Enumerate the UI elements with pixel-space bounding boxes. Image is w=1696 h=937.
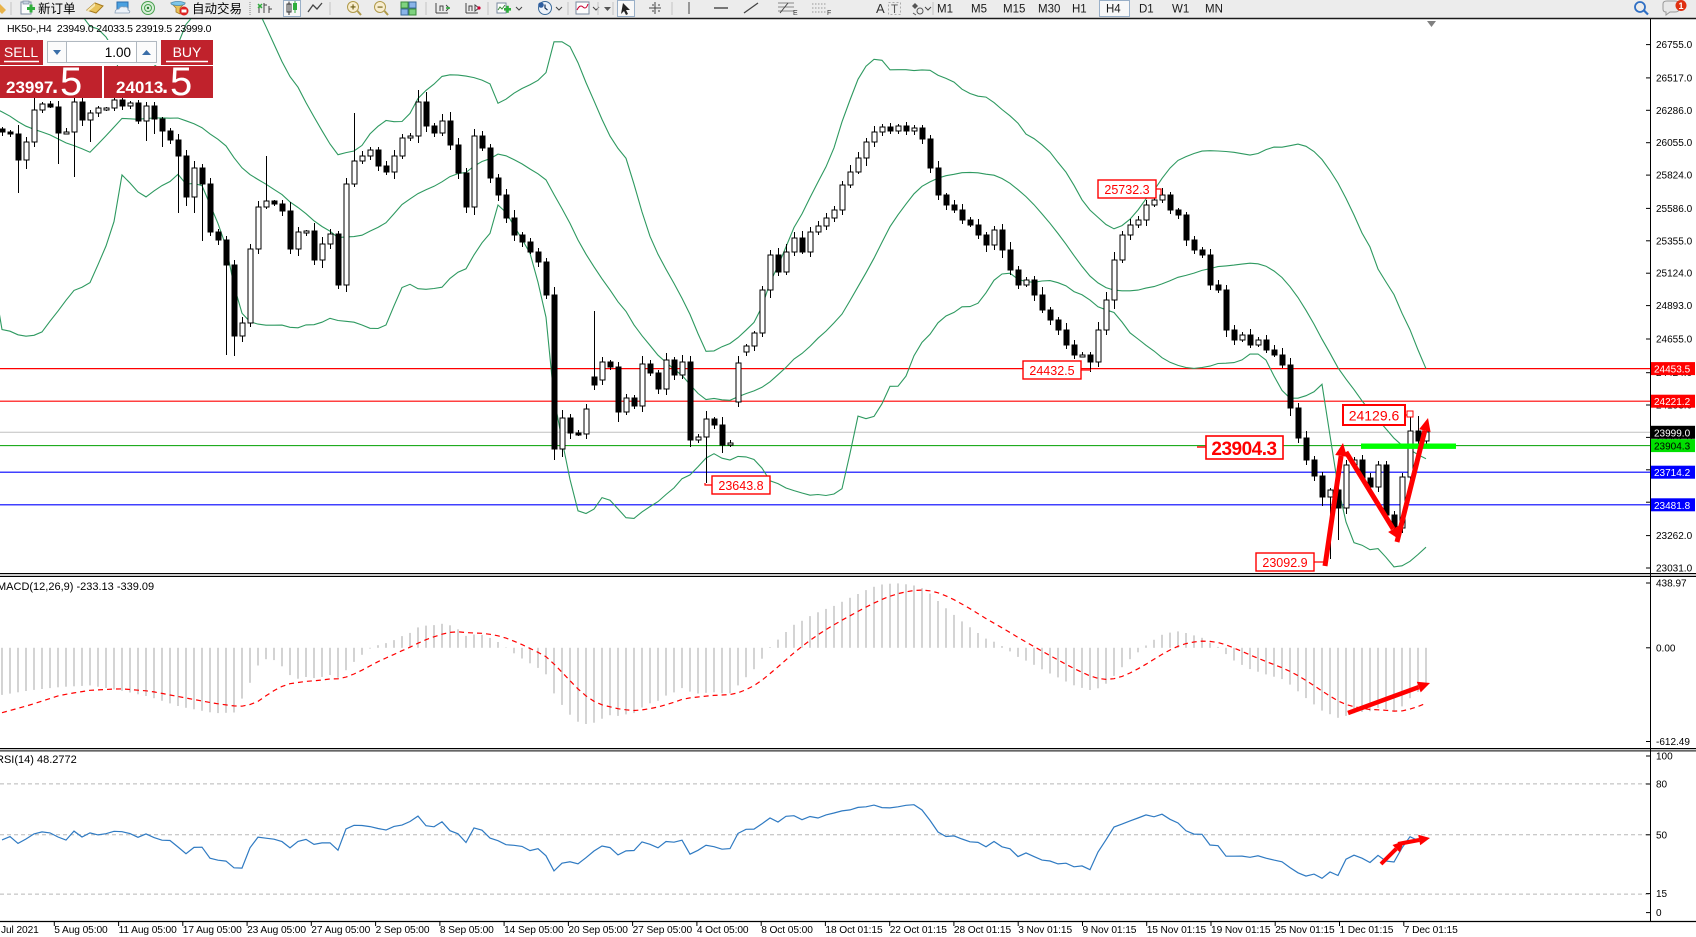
svg-text:23 Aug 05:00: 23 Aug 05:00 [247, 925, 306, 936]
svg-text:0: 0 [1656, 908, 1662, 919]
svg-text:23904.3: 23904.3 [1211, 439, 1276, 460]
svg-text:23643.8: 23643.8 [718, 479, 763, 493]
svg-text:T: T [891, 4, 898, 16]
svg-text:11 Aug 05:00: 11 Aug 05:00 [119, 925, 178, 936]
svg-text:26286.0: 26286.0 [1656, 106, 1693, 117]
svg-text:1: 1 [1678, 1, 1683, 11]
svg-text:9 Nov 01:15: 9 Nov 01:15 [1083, 925, 1137, 936]
svg-text:24655.0: 24655.0 [1656, 335, 1693, 346]
svg-text:23999.0: 23999.0 [1654, 428, 1691, 439]
svg-text:7 Dec 01:15: 7 Dec 01:15 [1404, 925, 1458, 936]
svg-text:28 Oct 01:15: 28 Oct 01:15 [954, 925, 1012, 936]
svg-text:H1: H1 [1072, 4, 1087, 16]
svg-text:−: − [377, 3, 383, 14]
svg-text:23481.8: 23481.8 [1654, 501, 1691, 512]
svg-text:23092.9: 23092.9 [1262, 556, 1307, 570]
svg-text:H4: H4 [1106, 4, 1121, 16]
svg-text:M15: M15 [1003, 4, 1025, 16]
svg-text:+: + [350, 3, 356, 14]
svg-text:MN: MN [1205, 4, 1223, 16]
svg-text:20 Sep 05:00: 20 Sep 05:00 [568, 925, 628, 936]
svg-text:25355.0: 25355.0 [1656, 236, 1693, 247]
svg-text:15: 15 [1656, 889, 1668, 900]
svg-text:27 Sep 05:00: 27 Sep 05:00 [633, 925, 693, 936]
svg-text:23904.3: 23904.3 [1654, 442, 1691, 453]
svg-text:24453.5: 24453.5 [1654, 365, 1691, 376]
svg-text:25824.0: 25824.0 [1656, 171, 1693, 182]
svg-text:BUY: BUY [173, 44, 202, 60]
svg-text:3 Nov 01:15: 3 Nov 01:15 [1018, 925, 1072, 936]
svg-text:F: F [827, 10, 831, 17]
svg-text:24013: 24013 [116, 78, 163, 97]
svg-text:25 Nov 01:15: 25 Nov 01:15 [1275, 925, 1335, 936]
svg-text:M5: M5 [971, 4, 987, 16]
svg-text:Jul 2021: Jul 2021 [1, 925, 39, 936]
svg-text:2 Sep 05:00: 2 Sep 05:00 [376, 925, 430, 936]
svg-text:自动交易: 自动交易 [192, 1, 242, 16]
svg-text:1.00: 1.00 [105, 45, 131, 60]
svg-text:24129.6: 24129.6 [1349, 408, 1400, 424]
svg-text:26755.0: 26755.0 [1656, 40, 1693, 51]
svg-text:5: 5 [60, 60, 82, 104]
svg-text:8 Sep 05:00: 8 Sep 05:00 [440, 925, 494, 936]
svg-text:8 Oct 05:00: 8 Oct 05:00 [761, 925, 813, 936]
svg-text:25732.3: 25732.3 [1104, 183, 1149, 197]
svg-text:HK50-,H4 23949.0 24033.5 2391: HK50-,H4 23949.0 24033.5 23919.5 23999.0 [7, 23, 212, 35]
svg-text:25124.0: 25124.0 [1656, 269, 1693, 280]
svg-text:D1: D1 [1139, 4, 1154, 16]
svg-text:26517.0: 26517.0 [1656, 73, 1693, 84]
svg-text:23997: 23997 [6, 78, 53, 97]
svg-text:24432.5: 24432.5 [1029, 364, 1074, 378]
svg-text:50: 50 [1656, 830, 1668, 841]
svg-text:14 Sep 05:00: 14 Sep 05:00 [504, 925, 564, 936]
svg-text:.: . [52, 73, 58, 98]
svg-text:25586.0: 25586.0 [1656, 204, 1693, 215]
svg-text:80: 80 [1656, 780, 1668, 791]
svg-text:24893.0: 24893.0 [1656, 301, 1693, 312]
svg-text:17 Aug 05:00: 17 Aug 05:00 [183, 925, 242, 936]
svg-text:5 Aug 05:00: 5 Aug 05:00 [54, 925, 108, 936]
svg-text:A: A [876, 1, 885, 16]
svg-text:M1: M1 [937, 4, 953, 16]
svg-text:M30: M30 [1038, 4, 1060, 16]
svg-text:100: 100 [1656, 752, 1673, 763]
svg-text:18 Oct 01:15: 18 Oct 01:15 [825, 925, 883, 936]
svg-text:RSI(14) 48.2772: RSI(14) 48.2772 [0, 754, 77, 766]
svg-text:MACD(12,26,9) -233.13 -339.09: MACD(12,26,9) -233.13 -339.09 [0, 581, 154, 593]
svg-text:W1: W1 [1172, 4, 1189, 16]
svg-text:23262.0: 23262.0 [1656, 531, 1693, 542]
svg-text:0.00: 0.00 [1656, 643, 1676, 654]
svg-text:5: 5 [170, 60, 192, 104]
svg-text:19 Nov 01:15: 19 Nov 01:15 [1211, 925, 1271, 936]
svg-text:26055.0: 26055.0 [1656, 138, 1693, 149]
svg-text:SELL: SELL [4, 44, 38, 60]
svg-text:22 Oct 01:15: 22 Oct 01:15 [890, 925, 948, 936]
svg-text:438.97: 438.97 [1656, 579, 1687, 590]
svg-text:23031.0: 23031.0 [1656, 564, 1693, 575]
svg-text:.: . [162, 73, 168, 98]
svg-text:-612.49: -612.49 [1656, 737, 1690, 748]
svg-text:4 Oct 05:00: 4 Oct 05:00 [697, 925, 749, 936]
svg-text:新订单: 新订单 [38, 1, 76, 16]
svg-text:15 Nov 01:15: 15 Nov 01:15 [1147, 925, 1207, 936]
svg-text:27 Aug 05:00: 27 Aug 05:00 [311, 925, 370, 936]
svg-text:E: E [793, 10, 798, 17]
svg-text:1 Dec 01:15: 1 Dec 01:15 [1340, 925, 1394, 936]
svg-text:23714.2: 23714.2 [1654, 468, 1691, 479]
svg-text:24221.2: 24221.2 [1654, 397, 1691, 408]
